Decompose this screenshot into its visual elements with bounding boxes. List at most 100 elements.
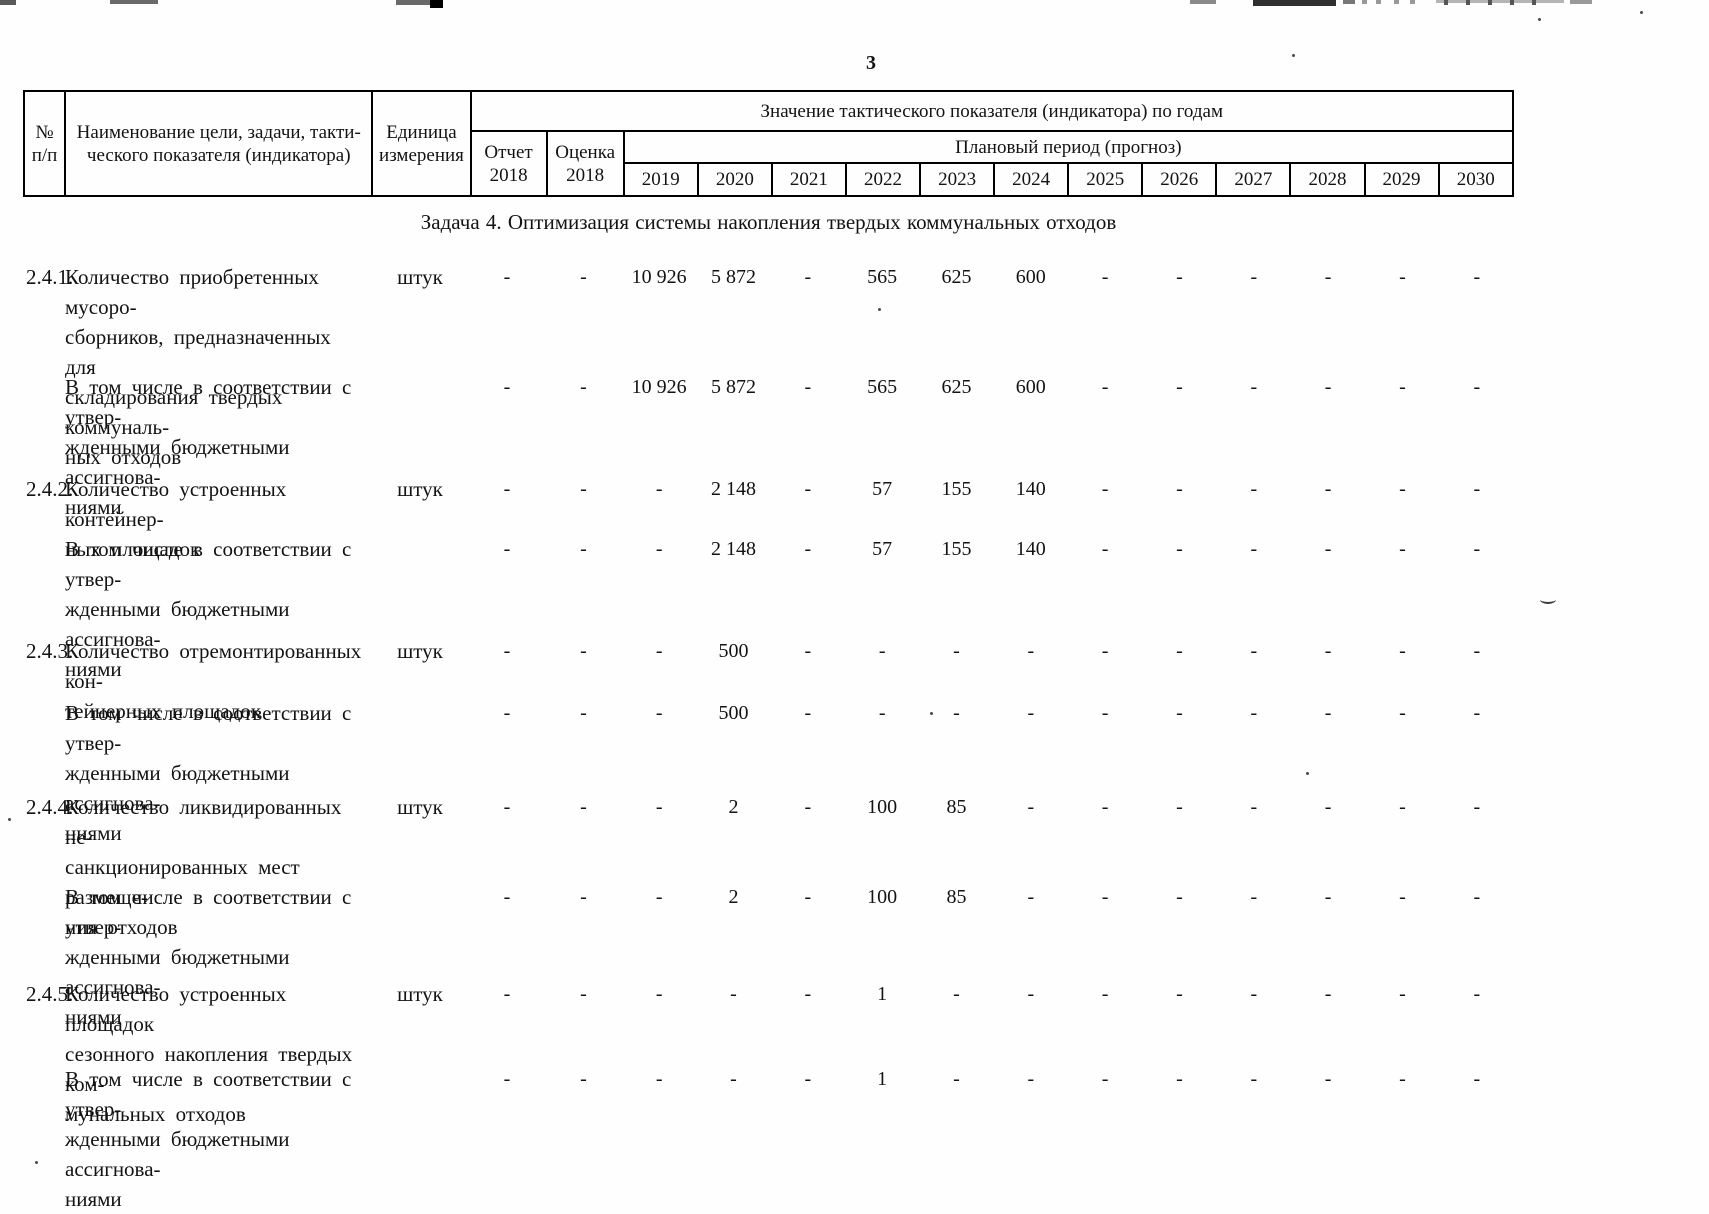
- value-cell: -: [804, 478, 812, 500]
- row-unit: штук: [397, 795, 443, 819]
- value-cell: -: [1101, 796, 1109, 818]
- value-cell: -: [1399, 1068, 1406, 1090]
- value-cell: -: [503, 1068, 511, 1090]
- value-cell: -: [1473, 538, 1481, 560]
- value-cell: -: [1473, 886, 1481, 908]
- value-cell: -: [1176, 266, 1183, 288]
- value-cell: -: [1473, 1068, 1481, 1090]
- value-cell: -: [580, 1068, 587, 1090]
- value-cell: -: [1101, 886, 1109, 908]
- header-year-cell: 2028: [1289, 162, 1366, 197]
- value-cell: -: [730, 1068, 737, 1090]
- value-cell: -: [1250, 266, 1258, 288]
- value-cell: -: [1101, 1068, 1109, 1090]
- page-number: 3: [866, 52, 876, 74]
- value-cell: 2 148: [710, 538, 756, 560]
- scan-speck: [1306, 772, 1309, 775]
- value-cell: 100: [867, 796, 898, 818]
- value-cell: 85: [946, 886, 967, 908]
- value-cell: -: [804, 640, 812, 662]
- table-subrow: В том числе в соответствии с утвер- жден…: [23, 372, 1514, 522]
- value-cell: -: [503, 796, 511, 818]
- value-cell: -: [503, 983, 511, 1005]
- value-cell: -: [804, 702, 812, 724]
- value-cell: -: [1324, 796, 1332, 818]
- value-cell: -: [1324, 640, 1332, 662]
- row-number: 2.4.2.: [26, 477, 74, 501]
- value-cell: -: [503, 538, 511, 560]
- value-cell: -: [1324, 376, 1332, 398]
- value-cell: -: [1399, 376, 1406, 398]
- header-year-cell: 2026: [1141, 162, 1218, 197]
- header-year-cell: 2022: [844, 162, 922, 197]
- scan-artifact: [1436, 0, 1564, 3]
- table-row: 2.4.4. Количество ликвидированных не- са…: [23, 792, 1514, 942]
- scan-artifact: [110, 0, 158, 4]
- value-cell: 625: [941, 376, 972, 398]
- value-cell: 85: [946, 796, 967, 818]
- scan-artifact: [1362, 0, 1367, 4]
- value-cell: -: [580, 796, 587, 818]
- value-cell: -: [1250, 640, 1258, 662]
- value-cell: -: [580, 538, 587, 560]
- value-cell: -: [1027, 886, 1035, 908]
- header-year-cell: 2023: [919, 162, 996, 197]
- scan-squiggle: [1540, 595, 1556, 604]
- value-cell: -: [1101, 983, 1109, 1005]
- value-cell: -: [1324, 983, 1332, 1005]
- scan-artifact: [1488, 0, 1492, 5]
- header-year-cell: 2020: [696, 162, 773, 197]
- value-cell: 625: [941, 266, 972, 288]
- header-year-cell: 2024: [993, 162, 1070, 197]
- table-row: 2.4.3. Количество отремонтированных кон-…: [23, 636, 1514, 726]
- value-cell: -: [1101, 538, 1109, 560]
- row-unit: штук: [397, 639, 443, 663]
- value-cell: -: [1399, 796, 1406, 818]
- row-values: - - - 500 - - - - - - - - - -: [469, 636, 1515, 666]
- header-year-cell: 2019: [622, 162, 699, 197]
- header-cell-report-2018: Отчет 2018: [469, 130, 548, 197]
- value-cell: -: [1399, 478, 1406, 500]
- value-cell: -: [1473, 376, 1481, 398]
- header-year-cell: 2025: [1067, 162, 1144, 197]
- scan-speck: [8, 818, 11, 821]
- value-cell: -: [953, 640, 960, 662]
- value-cell: 2 148: [710, 478, 756, 500]
- scan-artifact: [430, 0, 443, 8]
- value-cell: 2: [728, 796, 739, 818]
- scan-speck: [1538, 18, 1541, 21]
- value-cell: -: [1324, 1068, 1332, 1090]
- scan-speck: [930, 712, 933, 715]
- value-cell: 57: [872, 538, 893, 560]
- value-cell: -: [503, 886, 511, 908]
- scan-speck: [1292, 54, 1295, 57]
- row-name: Количество устроенных площадок сезонного…: [65, 982, 353, 1126]
- value-cell: -: [1101, 376, 1109, 398]
- value-cell: -: [655, 796, 663, 818]
- scan-artifact: [1190, 0, 1216, 4]
- value-cell: -: [580, 702, 587, 724]
- value-cell: -: [503, 478, 511, 500]
- value-cell: -: [655, 538, 663, 560]
- header-cell-unit: Единица измерения: [371, 90, 472, 197]
- value-cell: 155: [941, 478, 972, 500]
- value-cell: -: [878, 640, 886, 662]
- scan-artifact: [1410, 0, 1415, 4]
- value-cell: -: [580, 640, 587, 662]
- scan-artifact: [1444, 0, 1448, 5]
- value-cell: -: [503, 702, 511, 724]
- row-values: - - - 2 148 - 57 155 140 - - - - - -: [469, 474, 1515, 504]
- header-cell-name: Наименование цели, задачи, такти- ческог…: [64, 90, 374, 197]
- value-cell: 500: [718, 702, 749, 724]
- row-values: - - - 2 - 100 85 - - - - - - -: [469, 792, 1515, 822]
- value-cell: -: [1101, 702, 1109, 724]
- value-cell: -: [804, 376, 812, 398]
- table-row: 2.4.2. Количество устроенных контейнер- …: [23, 474, 1514, 564]
- table-row: 2.4.1. Количество приобретенных мусоро- …: [23, 262, 1514, 472]
- value-cell: -: [580, 886, 587, 908]
- value-cell: -: [655, 640, 663, 662]
- value-cell: 140: [1015, 478, 1046, 500]
- value-cell: 1: [877, 983, 888, 1005]
- row-name: В том числе в соответствии с утвер- жден…: [65, 701, 352, 845]
